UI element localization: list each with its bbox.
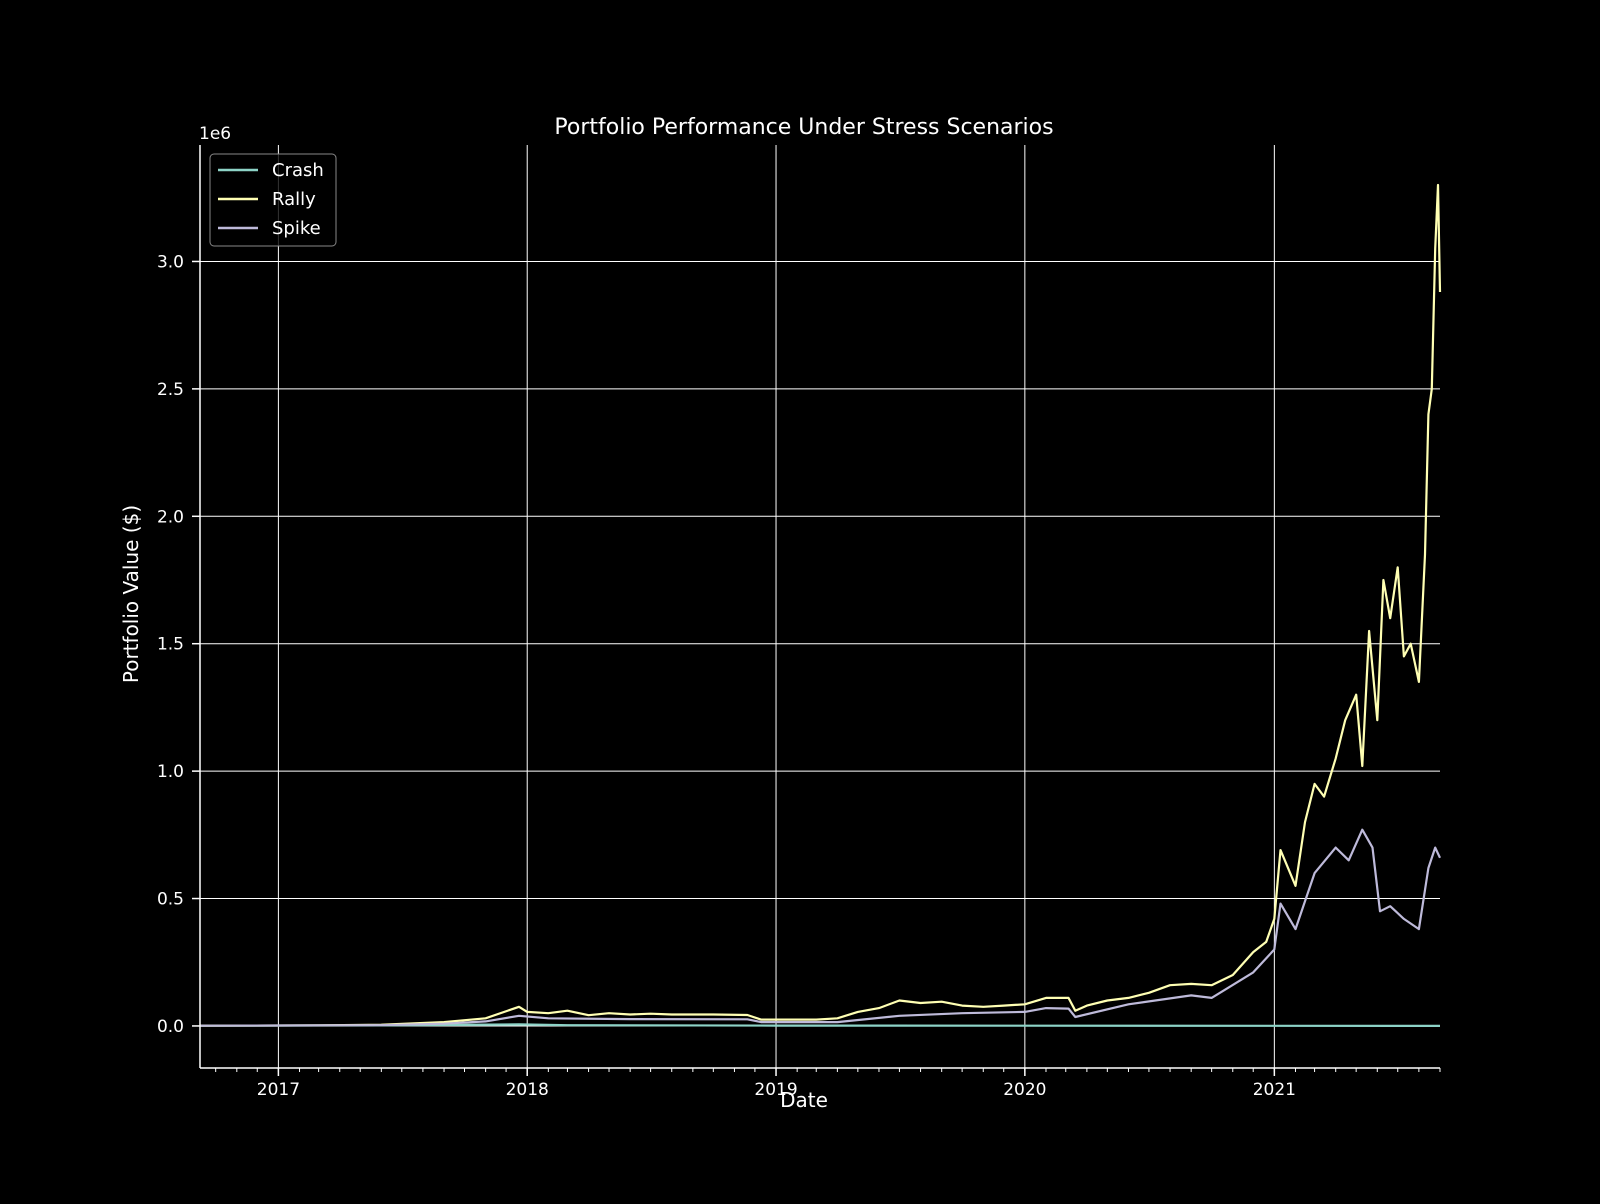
- y-tick-label: 2.0: [157, 507, 184, 527]
- series-line-spike: [199, 828, 1441, 1027]
- x-tick-label: 2021: [1253, 1080, 1296, 1100]
- y-tick-label: 2.5: [157, 380, 184, 400]
- legend-label-crash: Crash: [272, 160, 324, 181]
- x-tick-label: 2019: [754, 1080, 797, 1100]
- y-tick-label: 0.0: [157, 1017, 184, 1037]
- chart-title: Portfolio Performance Under Stress Scena…: [554, 115, 1053, 140]
- legend-box: [209, 153, 337, 247]
- legend: Crash Rally Spike: [209, 153, 337, 247]
- axes: 2017 2018 2019 2020 2021 0.0 0.5 1.0 1.5 2.0 2.5 3.…: [157, 145, 1441, 1100]
- y-axis-label: Portfolio Value ($): [119, 505, 143, 683]
- y-tick-label: 0.5: [157, 890, 184, 910]
- x-tick-label: 2017: [257, 1080, 300, 1100]
- x-tick-label: 2020: [1003, 1080, 1046, 1100]
- x-tick-label: 2018: [506, 1080, 549, 1100]
- y-tick-label: 1.5: [157, 635, 184, 655]
- y-offset-label: 1e6: [199, 124, 231, 144]
- grid: [200, 145, 1440, 1068]
- series-lines: [199, 183, 1442, 1028]
- y-tick-label: 1.0: [157, 762, 184, 782]
- series-line-rally: [199, 183, 1442, 1027]
- x-axis-label: Date: [780, 1088, 828, 1112]
- y-tick-label: 3.0: [157, 252, 184, 272]
- legend-label-spike: Spike: [272, 218, 321, 239]
- legend-label-rally: Rally: [272, 189, 316, 210]
